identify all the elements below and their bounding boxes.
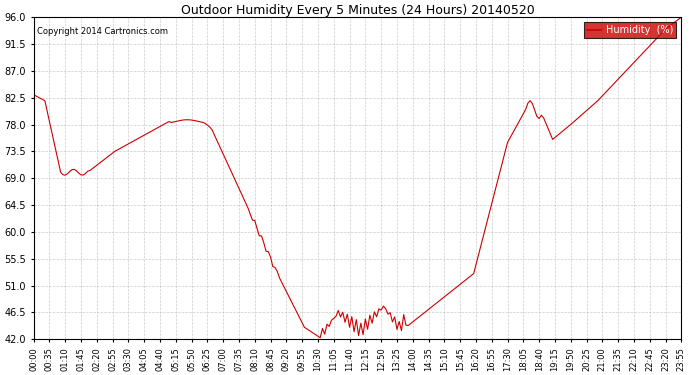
Title: Outdoor Humidity Every 5 Minutes (24 Hours) 20140520: Outdoor Humidity Every 5 Minutes (24 Hou…	[181, 4, 534, 17]
Text: Copyright 2014 Cartronics.com: Copyright 2014 Cartronics.com	[37, 27, 168, 36]
Legend: Humidity  (%): Humidity (%)	[584, 22, 676, 38]
